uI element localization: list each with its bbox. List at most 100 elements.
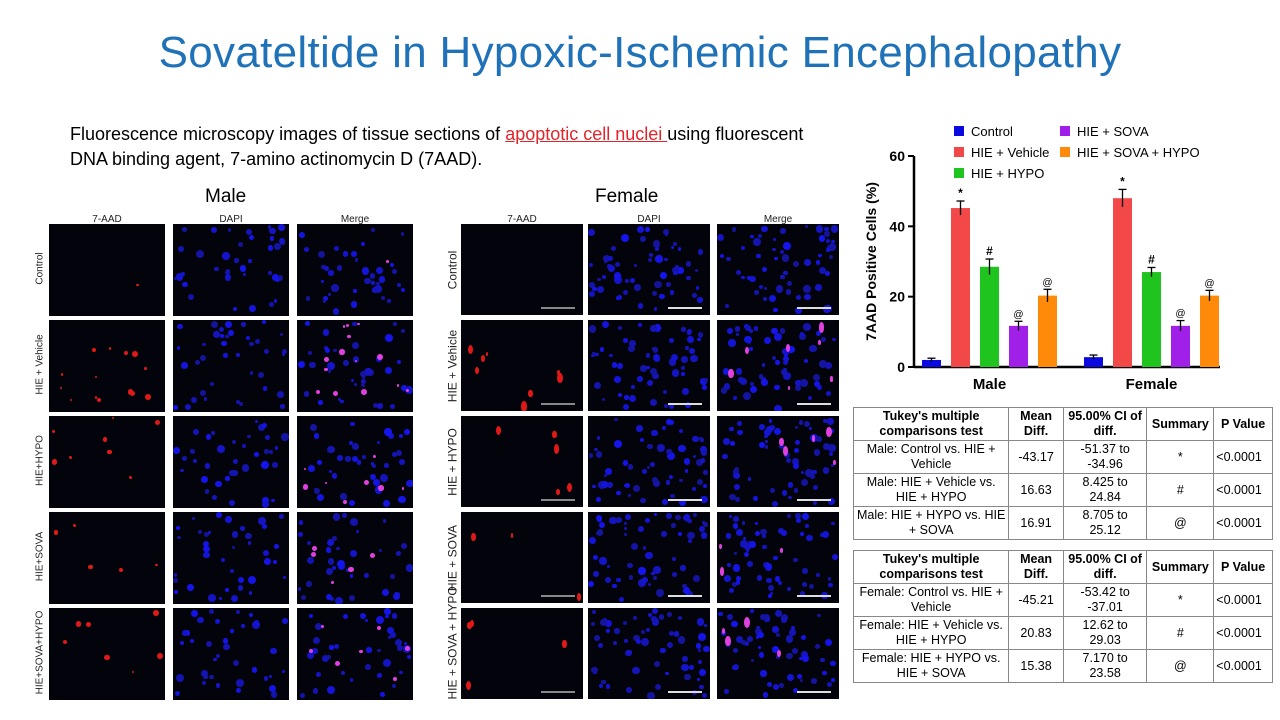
- microscopy-image: [49, 512, 165, 604]
- table-cell: @: [1146, 506, 1215, 540]
- significance-label: *: [1120, 174, 1125, 188]
- significance-label: #: [1148, 252, 1155, 266]
- table-cell: @: [1146, 649, 1215, 683]
- table-cell: 16.91: [1008, 506, 1064, 540]
- microscopy-image: [717, 224, 839, 315]
- legend-label: HIE + HYPO: [971, 166, 1044, 181]
- table-header-row: Tukey's multiple comparisons test Mean Di…: [852, 550, 1273, 584]
- slide-title: Sovateltide in Hypoxic-Ischemic Encephal…: [158, 28, 1122, 77]
- table-cell: <0.0001: [1213, 506, 1273, 540]
- table-cell: Female: Control vs. HIE + Vehicle: [852, 583, 1010, 617]
- table-cell: Male: Control vs. HIE + Vehicle: [852, 440, 1010, 474]
- column-header: Tukey's multiple comparisons test: [852, 550, 1010, 584]
- legend-swatch: [1060, 147, 1070, 157]
- bar: [1171, 325, 1190, 367]
- table-row: Male: HIE + Vehicle vs. HIE + HYPO 16.63 8…: [852, 473, 1273, 507]
- microscopy-image: [717, 608, 839, 699]
- column-header: Merge: [340, 214, 370, 225]
- table-row: Female: Control vs. HIE + Vehicle -45.21-…: [852, 583, 1273, 617]
- table-cell: 15.38: [1008, 649, 1064, 683]
- microscopy-image: [461, 224, 583, 315]
- microscopy-image: [588, 416, 710, 507]
- microscopy-image: [461, 512, 583, 603]
- microscopy-image: [588, 224, 710, 315]
- intro-text: Fluorescence microscopy images of tissue…: [70, 122, 840, 172]
- microscopy-image: [49, 224, 165, 316]
- category-label: Female: [1126, 376, 1178, 393]
- column-header: 7-AAD: [92, 214, 122, 225]
- legend-swatch: [954, 168, 964, 178]
- table-cell: -43.17: [1008, 440, 1064, 474]
- microscopy-image: [173, 416, 289, 508]
- table-cell: 8.425 to 24.84: [1062, 473, 1148, 507]
- table-cell: *: [1146, 440, 1215, 474]
- table-cell: #: [1146, 616, 1215, 650]
- row-label: HIE + Vehicle: [445, 329, 459, 402]
- microscopy-image: [588, 512, 710, 603]
- column-header: Mean Diff.: [1008, 550, 1064, 584]
- intro-highlight: apoptotic cell nuclei: [505, 124, 668, 144]
- row-label: HIE + Vehicle: [34, 334, 46, 395]
- column-header: Summary: [1146, 550, 1215, 584]
- female-panel-title: Female: [595, 186, 659, 207]
- tukey-table-male: Tukey's multiple comparisons test Mean Di…: [852, 407, 1273, 540]
- bar: [1084, 357, 1103, 367]
- table-cell: -45.21: [1008, 583, 1064, 617]
- bar: [980, 266, 999, 367]
- significance-label: @: [1013, 309, 1023, 320]
- column-header: P Value: [1213, 550, 1273, 584]
- column-header: DAPI: [219, 214, 243, 225]
- bar: [1142, 272, 1161, 367]
- intro-text-start: Fluorescence microscopy images of tissue…: [70, 124, 506, 144]
- table-cell: Male: HIE + Vehicle vs. HIE + HYPO: [852, 473, 1010, 507]
- row-label: HIE + HYPO: [445, 427, 459, 496]
- male-panel-title: Male: [205, 186, 247, 207]
- table-row: Female: HIE + Vehicle vs. HIE + HYPO 20.8…: [852, 616, 1273, 650]
- y-axis-label: 7AAD Positive Cells (%): [863, 182, 879, 341]
- microscopy-image: [173, 512, 289, 604]
- legend-swatch: [954, 126, 964, 136]
- microscopy-image: [49, 608, 165, 700]
- table-cell: <0.0001: [1213, 473, 1273, 507]
- table-cell: <0.0001: [1213, 649, 1273, 683]
- column-header: Tukey's multiple comparisons test: [852, 407, 1010, 441]
- table-cell: <0.0001: [1213, 616, 1273, 650]
- table-cell: 8.705 to 25.12: [1062, 506, 1148, 540]
- microscopy-image: [297, 608, 413, 700]
- significance-label: #: [986, 244, 993, 258]
- column-header: 7-AAD: [507, 214, 537, 225]
- intro-text-end: using fluorescent DNA binding agent, 7-a…: [70, 124, 804, 169]
- bar: [1009, 325, 1028, 367]
- bar: [1038, 295, 1057, 367]
- microscopy-image: [717, 416, 839, 507]
- column-header: P Value: [1213, 407, 1273, 441]
- bar: [1200, 295, 1219, 367]
- column-header: 95.00% CI of diff.: [1062, 550, 1148, 584]
- significance-label: @: [1042, 277, 1052, 288]
- bar: [922, 359, 941, 367]
- microscopy-image: [173, 224, 289, 316]
- row-label: HIE+HYPO: [34, 435, 46, 486]
- microscopy-image: [49, 320, 165, 412]
- table-row: Male: Control vs. HIE + Vehicle -43.17 -51…: [852, 440, 1273, 474]
- microscopy-image: [588, 608, 710, 699]
- category-label: Male: [973, 376, 1006, 393]
- table-cell: 12.62 to 29.03: [1062, 616, 1148, 650]
- table-row: Female: HIE + HYPO vs. HIE + SOVA 15.38 7.…: [852, 649, 1273, 683]
- y-tick-label: 60: [889, 148, 905, 164]
- table-cell: -53.42 to -37.01: [1062, 583, 1148, 617]
- row-label: Control: [34, 252, 46, 285]
- row-label: Control: [445, 250, 459, 289]
- microscopy-image: [297, 416, 413, 508]
- microscopy-image: [173, 608, 289, 700]
- table-cell: 7.170 to 23.58: [1062, 649, 1148, 683]
- table-cell: Male: HIE + HYPO vs. HIE + SOVA: [852, 506, 1010, 540]
- legend-swatch: [1060, 126, 1070, 136]
- microscopy-image: [461, 608, 583, 699]
- significance-label: @: [1175, 309, 1185, 320]
- legend-swatch: [954, 147, 964, 157]
- legend-label: HIE + SOVA: [1077, 124, 1149, 139]
- bar-chart: 0 20 40 60 7AAD Positive Cells (%) * # @ @ Male * #…: [863, 124, 1220, 393]
- table-cell: #: [1146, 473, 1215, 507]
- table-cell: 20.83: [1008, 616, 1064, 650]
